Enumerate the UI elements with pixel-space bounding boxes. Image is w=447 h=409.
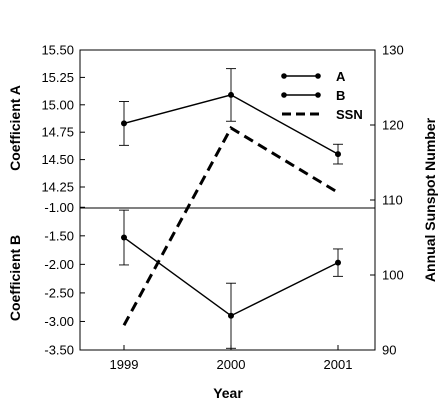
series-line-ssn xyxy=(122,125,339,326)
y-tick-label-a: 14.75 xyxy=(41,125,74,140)
y-axis-title-a: Coefficient A xyxy=(7,85,23,171)
legend-entry-a: A xyxy=(281,69,346,84)
data-point-a xyxy=(121,120,127,127)
right-tick-label: 130 xyxy=(382,43,404,58)
y-tick-label-b: -1.50 xyxy=(44,228,74,243)
y-tick-label-a: 15.50 xyxy=(41,43,74,58)
right-tick-label: 110 xyxy=(382,193,403,208)
y-tick-label-a: 15.00 xyxy=(41,97,74,112)
legend: A B SSN xyxy=(281,69,363,122)
legend-marker-b-left xyxy=(281,92,287,98)
x-tick-label: 2001 xyxy=(324,357,353,372)
legend-entry-b: B xyxy=(281,88,345,103)
y-tick-label-a: 14.25 xyxy=(41,180,74,195)
y-tick-label-b: -3.00 xyxy=(44,314,74,329)
data-point-a xyxy=(335,151,341,158)
x-tick-label: 1999 xyxy=(110,357,139,372)
data-point-b xyxy=(335,259,341,266)
y-tick-label-b: -2.50 xyxy=(44,285,74,300)
right-tick-label: 120 xyxy=(382,118,404,133)
y-axis-title-b: Coefficient B xyxy=(7,235,23,321)
x-tick-label: 2000 xyxy=(217,357,246,372)
legend-label-a: A xyxy=(336,69,346,84)
legend-label-b: B xyxy=(336,88,345,103)
legend-label-ssn: SSN xyxy=(336,107,363,122)
data-point-b xyxy=(121,234,127,241)
y-tick-label-b: -3.50 xyxy=(44,343,74,358)
y-tick-label-a: 15.25 xyxy=(41,70,74,85)
y-tick-label-b: -1.00 xyxy=(44,200,74,215)
legend-marker-a-left xyxy=(281,73,287,79)
right-tick-label: 100 xyxy=(382,268,404,283)
plot-frame xyxy=(79,49,376,351)
data-point-a xyxy=(228,91,234,98)
y-tick-label-a: 14.50 xyxy=(41,152,74,167)
right-tick-label: 90 xyxy=(382,343,396,358)
x-axis-title: Year xyxy=(213,385,243,401)
legend-entry-ssn: SSN xyxy=(282,107,363,122)
y-tick-label-b: -2.00 xyxy=(44,257,74,272)
legend-marker-a-right xyxy=(315,73,321,79)
right-axis-title: Annual Sunspot Number xyxy=(422,117,438,282)
data-point-b xyxy=(228,312,234,319)
legend-marker-b-right xyxy=(315,92,321,98)
